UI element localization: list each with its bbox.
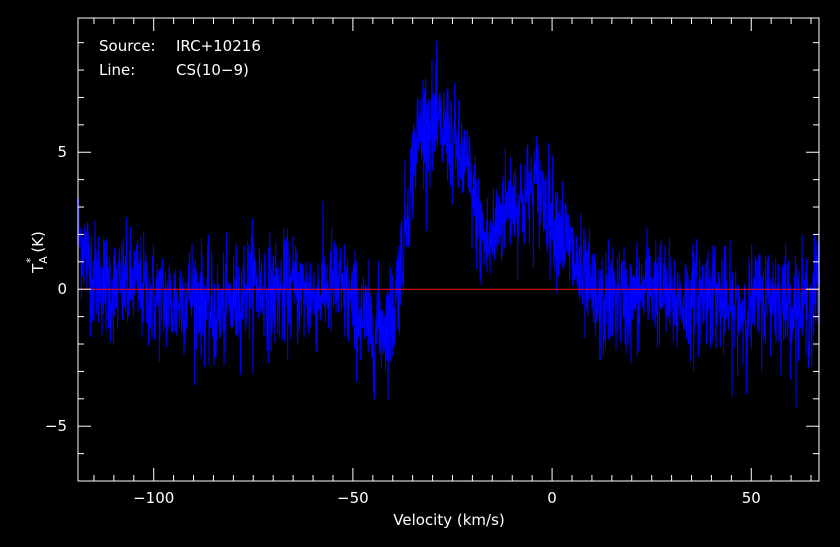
y-axis-label-symbol: T (29, 263, 47, 274)
y-axis-label-superscript: * (24, 257, 37, 263)
y-axis-label: TA* (K) (24, 231, 50, 274)
svg-text:TA*(K): TA* (K) (24, 231, 50, 274)
y-axis-label-unit: (K) (29, 231, 47, 253)
tick-labels: −100 −50 0 50−505 (45, 143, 761, 507)
y-tick-label: −5 (45, 417, 67, 435)
x-axis-label: Velocity (km/s) (393, 511, 504, 529)
ticks-layer (78, 18, 819, 481)
annotation-line-value: CS(10−9) (176, 61, 249, 79)
plot-frame (77, 17, 820, 482)
y-tick-label: 5 (57, 143, 67, 161)
spectrum-layer (77, 40, 821, 408)
y-tick-label: 0 (57, 280, 67, 298)
x-tick-label: −50 (337, 489, 369, 507)
x-tick-label: 50 (742, 489, 761, 507)
spectrum-series-line (77, 40, 821, 408)
x-tick-label: −100 (133, 489, 174, 507)
annotation-source-value: IRC+10216 (176, 37, 261, 55)
x-tick-label: 0 (547, 489, 557, 507)
annotation-line-key: Line: (99, 61, 135, 79)
annotation-source-key: Source: (99, 37, 156, 55)
y-axis-label-subscript: A (37, 256, 50, 264)
